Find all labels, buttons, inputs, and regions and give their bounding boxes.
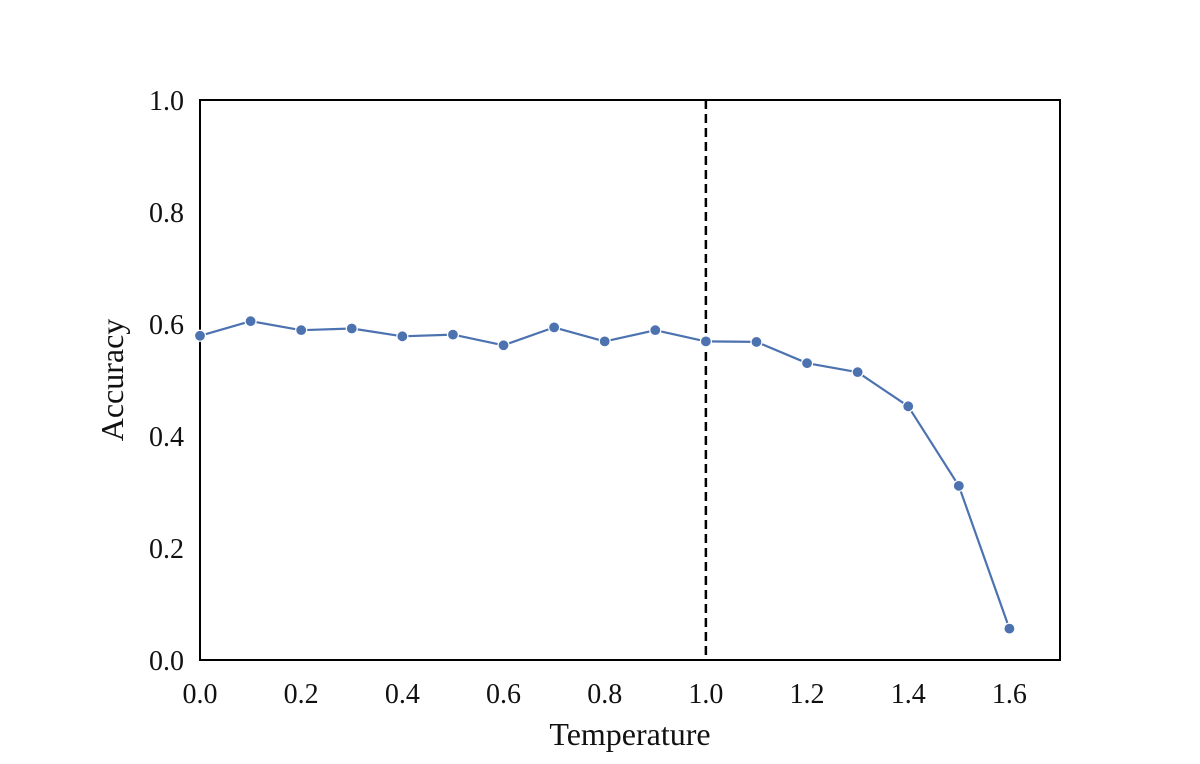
- data-point: [851, 366, 864, 379]
- x-tick-label: 0.8: [587, 679, 622, 710]
- x-tick-label: 0.4: [385, 679, 420, 710]
- x-axis-label: Temperature: [549, 716, 710, 752]
- data-point: [396, 330, 409, 343]
- y-tick-label: 0.6: [149, 310, 184, 341]
- data-point: [446, 328, 460, 341]
- x-tick-label: 0.6: [486, 679, 521, 710]
- data-point: [193, 329, 207, 342]
- x-tick-label: 0.2: [284, 679, 319, 710]
- x-tick-label: 1.0: [688, 679, 723, 710]
- y-tick-label: 0.4: [149, 422, 184, 453]
- data-point: [244, 315, 257, 328]
- data-point: [598, 335, 611, 348]
- data-point: [800, 357, 814, 370]
- y-axis-label: Accuracy: [94, 319, 130, 442]
- x-tick-label: 1.2: [790, 679, 825, 710]
- y-axis-ticks: 0.0 0.2 0.4 0.6 0.8 1.0: [149, 86, 184, 677]
- x-axis-ticks: 0.0 0.2 0.4 0.6 0.8 1.0 1.2 1.4 1.6: [183, 679, 1027, 710]
- series-layer: [193, 315, 1016, 635]
- data-point: [295, 324, 308, 337]
- data-point: [345, 322, 358, 335]
- data-point: [699, 335, 712, 348]
- data-point: [952, 479, 965, 492]
- data-point: [649, 324, 662, 337]
- data-point: [497, 339, 510, 352]
- y-tick-label: 0.0: [149, 646, 184, 677]
- data-point: [750, 335, 763, 349]
- plot-frame: [199, 99, 1061, 661]
- x-tick-label: 1.6: [992, 679, 1027, 710]
- data-point: [1003, 622, 1016, 635]
- x-tick-label: 1.4: [891, 679, 926, 710]
- data-point: [902, 400, 915, 413]
- y-tick-label: 0.8: [149, 198, 184, 229]
- x-tick-label: 0.0: [183, 679, 218, 710]
- y-tick-label: 0.2: [149, 534, 184, 565]
- y-tick-label: 1.0: [149, 86, 184, 117]
- data-point: [548, 321, 561, 334]
